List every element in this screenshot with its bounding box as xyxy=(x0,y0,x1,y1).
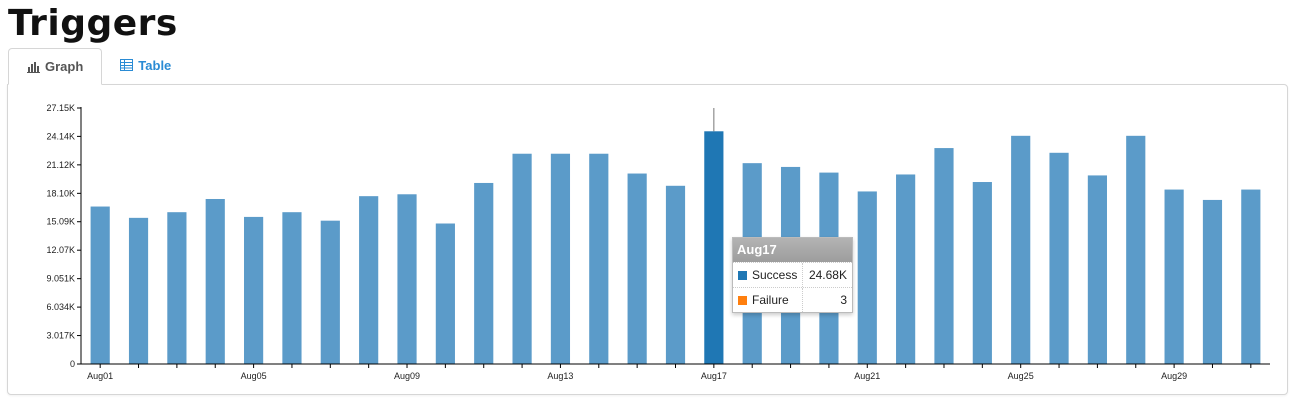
tooltip-title: Aug17 xyxy=(733,238,852,262)
chart-bar[interactable] xyxy=(282,212,302,364)
y-tick-label: 0 xyxy=(70,359,75,369)
tooltip-value: 3 xyxy=(840,293,847,307)
chart-bar[interactable] xyxy=(665,185,686,364)
tooltip-row-failure: Failure 3 xyxy=(733,287,852,312)
graph-panel: 0 3.017K 6.034K 9.051K 12.07K 15.09K 18.10K 21.… xyxy=(7,84,1288,395)
x-tick-label: Aug25 xyxy=(1008,371,1034,381)
chart-bar[interactable] xyxy=(244,216,264,364)
chart-bar[interactable] xyxy=(205,198,225,364)
y-tick-label: 18.10K xyxy=(46,188,75,198)
tab-graph[interactable]: Graph xyxy=(8,48,103,85)
view-tabs: Graph Table xyxy=(8,48,189,85)
chart-bar[interactable] xyxy=(1011,135,1031,364)
x-tick-label: Aug29 xyxy=(1161,371,1187,381)
y-tick-label: 27.15K xyxy=(46,103,75,113)
page-title: Triggers xyxy=(8,3,178,44)
chart-bar[interactable] xyxy=(90,206,110,364)
tooltip-row-success: Success 24.68K xyxy=(733,262,852,287)
y-tick-label: 24.14K xyxy=(46,131,75,141)
chart-bar[interactable] xyxy=(1202,199,1223,364)
table-icon xyxy=(120,59,134,71)
chart-bar[interactable] xyxy=(1126,135,1146,364)
chart-bar[interactable] xyxy=(474,182,494,364)
bar-chart-icon xyxy=(27,61,40,73)
y-tick-label: 3.017K xyxy=(46,331,75,341)
x-tick-label: Aug01 xyxy=(87,371,113,381)
chart-bar[interactable] xyxy=(128,217,149,364)
chart-bar[interactable] xyxy=(704,131,724,364)
y-tick-label: 21.12K xyxy=(46,160,75,170)
x-tick-label: Aug17 xyxy=(701,371,727,381)
chart-tooltip: Aug17 Success 24.68K Failure 3 xyxy=(732,237,853,313)
x-tick-label: Aug21 xyxy=(854,371,880,381)
triggers-bar-chart: 0 3.017K 6.034K 9.051K 12.07K 15.09K 18.10K 21.… xyxy=(46,103,1270,381)
tooltip-value: 24.68K xyxy=(808,268,847,282)
chart-bar[interactable] xyxy=(167,212,187,364)
chart-bar[interactable] xyxy=(627,173,647,364)
x-tick-label: Aug09 xyxy=(394,371,420,381)
tooltip-label: Failure xyxy=(752,293,789,307)
chart-bar[interactable] xyxy=(1049,152,1069,364)
tooltip-key: Success xyxy=(733,263,803,287)
chart-bar[interactable] xyxy=(857,191,877,364)
x-tick-label: Aug13 xyxy=(547,371,573,381)
y-tick-label: 15.09K xyxy=(46,217,75,227)
y-tick-label: 12.07K xyxy=(46,245,75,255)
x-tick-label: Aug05 xyxy=(241,371,267,381)
chart-bar[interactable] xyxy=(589,153,609,364)
success-swatch xyxy=(738,270,747,280)
chart-bar[interactable] xyxy=(320,220,340,364)
tooltip-label: Success xyxy=(752,268,798,282)
tab-table[interactable]: Table xyxy=(102,48,189,82)
chart-bar[interactable] xyxy=(359,196,379,364)
chart-bar[interactable] xyxy=(512,153,532,364)
tooltip-key: Failure xyxy=(733,288,803,312)
y-tick-label: 6.034K xyxy=(46,302,75,312)
chart-bar[interactable] xyxy=(550,153,571,364)
tab-graph-label: Graph xyxy=(45,59,84,74)
tab-table-label: Table xyxy=(138,57,172,73)
chart-bar[interactable] xyxy=(934,148,954,364)
y-tick-label: 9.051K xyxy=(46,274,75,284)
chart-bar[interactable] xyxy=(1164,189,1184,364)
chart-bar[interactable] xyxy=(1087,175,1107,364)
chart-bar[interactable] xyxy=(896,174,916,364)
chart-bar[interactable] xyxy=(435,223,455,364)
failure-swatch xyxy=(738,295,747,305)
chart-bar[interactable] xyxy=(397,194,417,364)
chart-bar[interactable] xyxy=(972,182,992,364)
chart-bar[interactable] xyxy=(1241,189,1261,364)
